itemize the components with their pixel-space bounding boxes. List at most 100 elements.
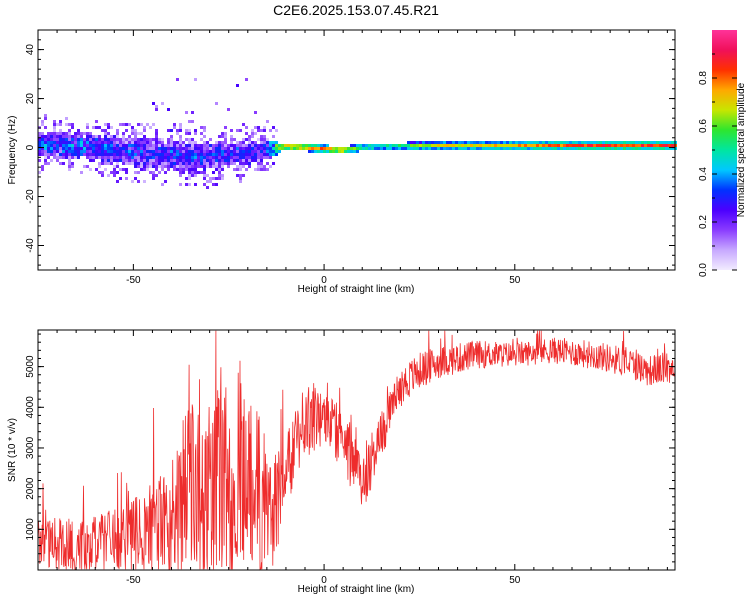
spectrogram-cell (326, 150, 329, 153)
spectrogram-cell (650, 141, 653, 144)
spectrogram-cell (626, 141, 629, 144)
spectrogram-cell (92, 141, 95, 144)
spectrogram-cells (38, 78, 677, 189)
spectrogram-cell (152, 162, 155, 165)
spectrogram-cell (131, 147, 134, 150)
spectrogram-cell (242, 138, 245, 141)
spectrogram-cell (179, 174, 182, 177)
spectrogram-cell (56, 159, 59, 162)
spectrogram-cell (89, 147, 92, 150)
spectrogram-cell (134, 156, 137, 159)
spectrogram-cell (188, 159, 191, 162)
spectrogram-cell (176, 156, 179, 159)
spectrogram-cell (122, 147, 125, 150)
spectrogram-cell (188, 138, 191, 141)
spectrogram-cell (107, 126, 110, 129)
spectrogram-cell (314, 147, 317, 150)
spectrogram-cell (272, 162, 275, 165)
spectrogram-cell (236, 174, 239, 177)
spectrogram-cell (155, 159, 158, 162)
spectrogram-cell (194, 144, 197, 147)
spectrogram-cell (539, 147, 542, 150)
spectrogram-cell (80, 144, 83, 147)
spectrogram-cell (224, 162, 227, 165)
spectrogram-cell (179, 165, 182, 168)
spectrogram-cell (476, 144, 479, 147)
spectrogram-cell (335, 147, 338, 150)
snr-series-line (37, 330, 676, 571)
spectrogram-cell (191, 165, 194, 168)
spectrogram-cell (236, 159, 239, 162)
spectrogram-cell (458, 147, 461, 150)
spectrogram-cell (116, 159, 119, 162)
spectrogram-cell (170, 159, 173, 162)
spectrogram-cell (251, 153, 254, 156)
spectrogram-cell (92, 159, 95, 162)
spectrogram-cell (77, 138, 80, 141)
spectrogram-cell (104, 153, 107, 156)
spectrogram-cell (467, 141, 470, 144)
spectrogram-cell (254, 141, 257, 144)
spectrogram-cell (221, 168, 224, 171)
spectrogram-cell (86, 138, 89, 141)
spectrogram-cell (218, 150, 221, 153)
spectrogram-cell (596, 147, 599, 150)
spectrogram-cell (164, 150, 167, 153)
spectrogram-cell (194, 129, 197, 132)
spectrogram-cell (44, 138, 47, 141)
spectrogram-cell (245, 159, 248, 162)
spectrogram-cell (125, 177, 128, 180)
spectrogram-cell (647, 144, 650, 147)
spectrogram-cell (65, 147, 68, 150)
spectrogram-cell (38, 141, 41, 144)
spectrogram-cell (161, 153, 164, 156)
spectrogram-cell (452, 141, 455, 144)
colorbar-tick-label: 0.6 (698, 119, 709, 133)
spectrogram-cell (461, 144, 464, 147)
spectrogram-cell (128, 123, 131, 126)
spectrogram-cell (125, 153, 128, 156)
spectrogram-cell (209, 150, 212, 153)
spectrogram-cell (623, 141, 626, 144)
spectrogram-cell (122, 150, 125, 153)
spectrogram-cell (179, 138, 182, 141)
spectrogram-cell (143, 141, 146, 144)
spectrogram-cell (629, 144, 632, 147)
spectrogram-cell (86, 156, 89, 159)
spectrogram-cell (272, 141, 275, 144)
spectrogram-cell (572, 147, 575, 150)
spectrogram-cell (62, 153, 65, 156)
spectrogram-cell (56, 150, 59, 153)
spectrogram-cell (443, 141, 446, 144)
spectrogram-cell (437, 147, 440, 150)
spectrogram-cell (215, 168, 218, 171)
spectrogram-cell (272, 144, 275, 147)
spectrogram-cell (140, 144, 143, 147)
spectrogram-cell (50, 153, 53, 156)
spectrogram-cell (299, 144, 302, 147)
snr-x-label: Height of straight line (km) (298, 584, 415, 595)
spectrogram-cell (266, 147, 269, 150)
spectrogram-cell (134, 162, 137, 165)
spectrogram-cell (413, 147, 416, 150)
spectrogram-cell (245, 156, 248, 159)
spectrogram-cell (47, 162, 50, 165)
spectrogram-cell (248, 153, 251, 156)
spectrogram-cell (176, 144, 179, 147)
spectrogram-cell (542, 144, 545, 147)
spectrogram-cell (320, 144, 323, 147)
spectrogram-cell (206, 180, 209, 183)
spectrogram-cell (224, 150, 227, 153)
spectrogram-cell (74, 132, 77, 135)
spectrogram-cell (149, 156, 152, 159)
spectrogram-cell (482, 144, 485, 147)
spectrogram-cell (185, 147, 188, 150)
spectrogram-cell (521, 141, 524, 144)
spectrogram-cell (62, 162, 65, 165)
spectrogram-cell (53, 129, 56, 132)
spectrogram-cell (317, 150, 320, 153)
spectrogram-cell (179, 162, 182, 165)
spectrogram-cell (152, 141, 155, 144)
spectrogram-cell (155, 141, 158, 144)
spectrogram-cell (185, 168, 188, 171)
